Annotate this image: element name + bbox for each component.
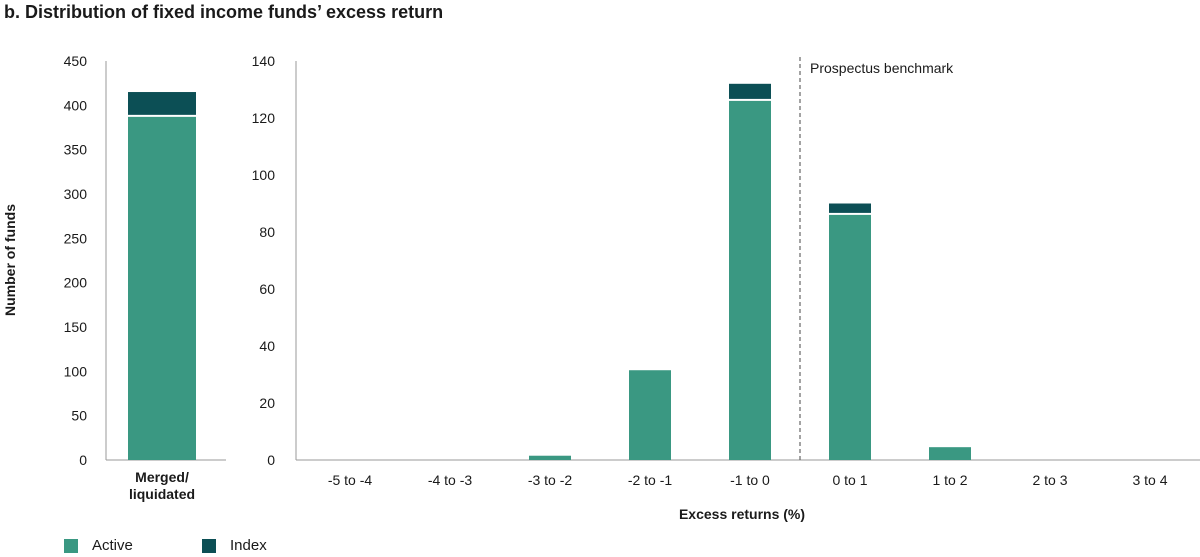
x-tick-label: 2 to 3: [1032, 472, 1067, 488]
x-tick-label: -3 to -2: [528, 472, 573, 488]
right-y-tick-label: 60: [259, 281, 275, 297]
left-y-tick-label: 250: [64, 230, 88, 246]
left-y-tick-label: 300: [64, 186, 88, 202]
x-axis-label: Excess returns (%): [679, 506, 805, 522]
benchmark-label: Prospectus benchmark: [810, 60, 954, 76]
left-y-tick-label: 200: [64, 275, 88, 291]
legend-label-index: Index: [230, 537, 267, 554]
bar-segment-active: [729, 100, 771, 461]
legend-label-active: Active: [92, 537, 133, 554]
bar-segment-active: [128, 116, 196, 461]
bar-segment-active: [929, 447, 971, 460]
left-category-label: Merged/: [135, 469, 189, 485]
legend: Active: [64, 537, 133, 554]
chart-title: b. Distribution of fixed income funds’ e…: [4, 2, 444, 22]
bar-segment-index: [729, 83, 771, 99]
x-tick-label: 1 to 2: [932, 472, 967, 488]
bar-segment-index: [128, 92, 196, 115]
right-y-tick-label: 0: [267, 452, 275, 468]
legend-swatch-active: [64, 538, 78, 553]
left-panel: 0 50 100 150 200 250 300 350 400 450 Merged/liquid…: [64, 53, 226, 502]
bar-segment-active: [629, 370, 671, 460]
x-tick-label: 0 to 1: [832, 472, 867, 488]
x-tick-label: 3 to 4: [1132, 472, 1167, 488]
right-y-tick-label: 140: [252, 53, 276, 69]
right-panel: 0 20 40 60 80 100 120 140 -5 to -4 -4 to -3 -3 to …: [252, 53, 1200, 488]
right-y-tick-label: 100: [252, 167, 276, 183]
legend-index: Index: [202, 537, 267, 554]
x-tick-label: -5 to -4: [328, 472, 373, 488]
left-y-tick-label: 450: [64, 53, 88, 69]
left-y-tick-label: 100: [64, 363, 88, 379]
left-y-tick-label: 400: [64, 97, 88, 113]
right-y-tick-label: 80: [259, 224, 275, 240]
right-y-tick-label: 120: [252, 110, 276, 126]
bar-segment-active: [529, 455, 571, 460]
left-category-label: liquidated: [129, 486, 195, 502]
right-y-tick-label: 40: [259, 338, 275, 354]
y-axis-label: Number of funds: [2, 204, 18, 316]
x-tick-label: -4 to -3: [428, 472, 473, 488]
x-tick-label: -1 to 0: [730, 472, 770, 488]
left-y-tick-label: 350: [64, 142, 88, 158]
x-tick-label: -2 to -1: [628, 472, 673, 488]
legend-swatch-index: [202, 538, 216, 553]
left-y-tick-label: 50: [71, 408, 87, 424]
bar-segment-index: [829, 203, 871, 213]
left-y-tick-label: 150: [64, 319, 88, 335]
left-y-tick-label: 0: [79, 452, 87, 468]
right-y-tick-label: 20: [259, 395, 275, 411]
bar-segment-active: [829, 214, 871, 460]
